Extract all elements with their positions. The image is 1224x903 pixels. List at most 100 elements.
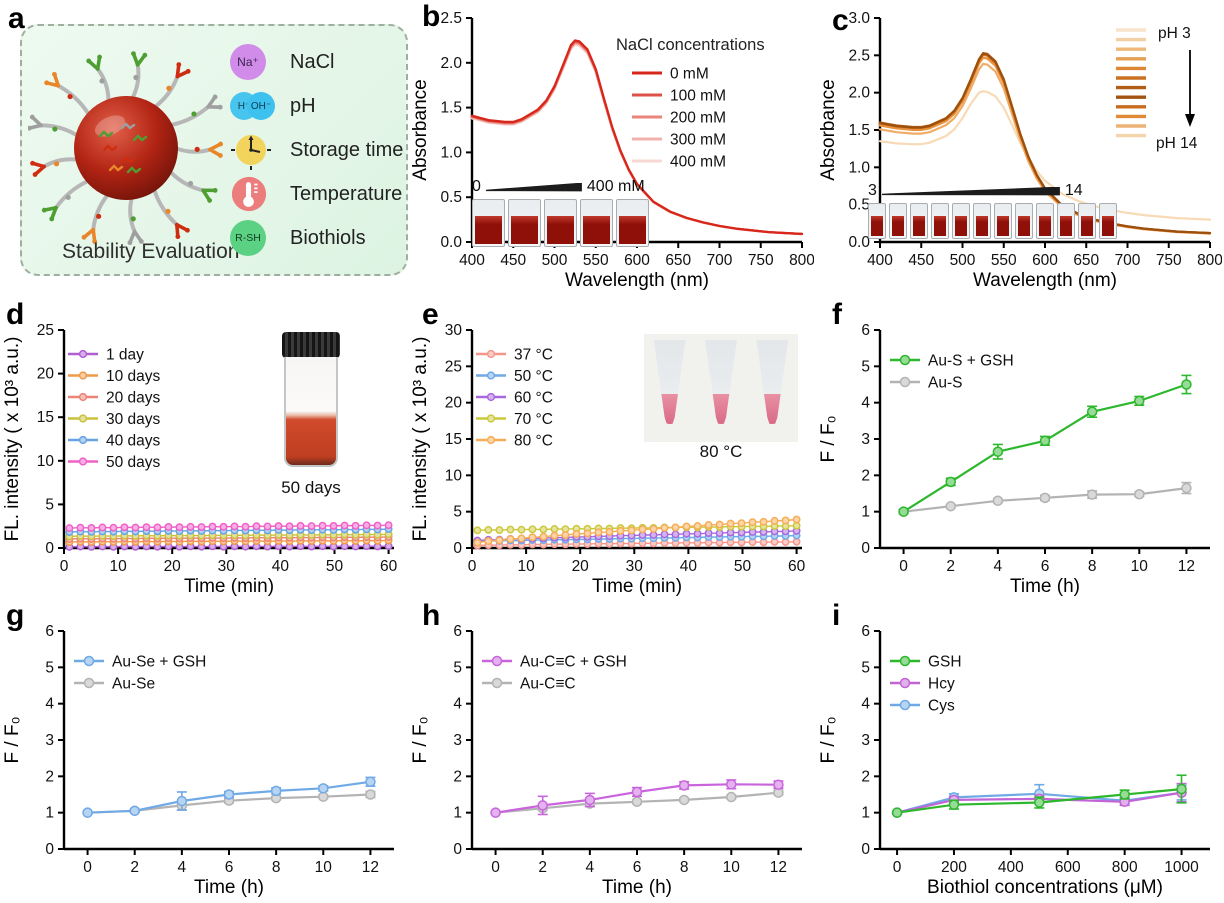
svg-text:600: 600 xyxy=(624,252,650,269)
svg-text:5: 5 xyxy=(453,659,462,676)
svg-text:50 days: 50 days xyxy=(106,454,161,471)
svg-text:300 mM: 300 mM xyxy=(670,132,726,149)
svg-text:20: 20 xyxy=(445,395,463,412)
svg-text:10: 10 xyxy=(517,558,535,575)
axes: 400 450 500 550 600 650 700 750 800 0.0 0.5 1.0 1.5 2… xyxy=(818,10,1222,291)
cuvette xyxy=(1057,203,1075,239)
condition-label: Temperature xyxy=(290,182,403,205)
cuvette-row xyxy=(472,199,672,247)
svg-text:1: 1 xyxy=(861,805,870,822)
svg-text:1: 1 xyxy=(45,805,54,822)
svg-text:5: 5 xyxy=(45,659,54,676)
svg-text:Time (h): Time (h) xyxy=(602,877,672,898)
svg-text:Time (h): Time (h) xyxy=(1010,576,1080,597)
svg-text:10: 10 xyxy=(445,467,463,484)
svg-text:80 °C: 80 °C xyxy=(514,433,553,450)
svg-text:F / F₀: F / F₀ xyxy=(410,717,431,764)
svg-text:200 mM: 200 mM xyxy=(670,110,726,127)
svg-text:3: 3 xyxy=(453,732,462,749)
series-50 days xyxy=(65,521,393,533)
svg-text:750: 750 xyxy=(1156,252,1182,269)
svg-text:Absorbance: Absorbance xyxy=(410,79,431,180)
svg-text:700: 700 xyxy=(1115,252,1141,269)
vial-caption: 50 days xyxy=(281,478,341,497)
svg-text:Biothiol concentrations (μM): Biothiol concentrations (μM) xyxy=(927,877,1163,898)
svg-text:2.0: 2.0 xyxy=(440,55,462,72)
svg-text:400: 400 xyxy=(459,252,485,269)
panel-d: d 0 10 20 30 40 50 60 0 5 10 15 20 25 Time (min) FL. i… xyxy=(0,300,408,601)
panel-e: e 0 10 20 30 40 50 60 0 5 10 15 20 25 30 Time (min) FL.… xyxy=(408,300,816,601)
svg-text:20: 20 xyxy=(572,558,590,575)
cuvette xyxy=(1036,203,1054,239)
cuvette xyxy=(1078,203,1096,239)
cuvette xyxy=(544,199,577,247)
cuvette xyxy=(910,203,928,239)
cuvette xyxy=(931,203,949,239)
svg-text:0: 0 xyxy=(45,540,54,557)
svg-text:10: 10 xyxy=(109,558,127,575)
svg-text:70 °C: 70 °C xyxy=(514,411,553,428)
svg-text:GSH: GSH xyxy=(928,654,962,671)
svg-text:6: 6 xyxy=(45,623,54,640)
svg-text:30: 30 xyxy=(626,558,644,575)
svg-text:60: 60 xyxy=(380,558,398,575)
svg-text:F / F₀: F / F₀ xyxy=(818,416,839,463)
svg-text:450: 450 xyxy=(500,252,526,269)
svg-text:FL. intensity ( x 10³ a.u.): FL. intensity ( x 10³ a.u.) xyxy=(2,337,23,542)
cuvette xyxy=(508,199,541,247)
svg-text:100 mM: 100 mM xyxy=(670,88,726,105)
svg-text:3: 3 xyxy=(861,431,870,448)
svg-text:5: 5 xyxy=(453,504,462,521)
legend: Au-Se + GSH Au-Se xyxy=(74,654,206,693)
svg-text:4: 4 xyxy=(45,696,54,713)
svg-text:2: 2 xyxy=(946,558,955,575)
series-pH neutral darkest xyxy=(878,52,1212,235)
svg-text:20: 20 xyxy=(37,366,55,383)
svg-text:2: 2 xyxy=(130,859,139,876)
svg-text:8: 8 xyxy=(272,859,281,876)
axes: 0 200 400 600 800 1000 0 1 2 3 4 5 6 Biothiol concent… xyxy=(818,623,1210,898)
svg-text:Cys: Cys xyxy=(928,698,955,715)
svg-text:650: 650 xyxy=(665,252,691,269)
svg-text:1: 1 xyxy=(453,805,462,822)
svg-text:30 days: 30 days xyxy=(106,411,161,428)
svg-text:12: 12 xyxy=(362,859,379,876)
panel-i: i 0 200 400 600 800 1000 0 1 2 3 4 5 6 Biothiol conce… xyxy=(816,601,1224,903)
legend: Au-S + GSH Au-S xyxy=(890,353,1014,392)
svg-text:Absorbance: Absorbance xyxy=(818,79,839,180)
svg-text:2: 2 xyxy=(861,768,870,785)
list-item-storage: Storage time xyxy=(230,128,403,172)
svg-text:1: 1 xyxy=(861,504,870,521)
svg-text:25: 25 xyxy=(37,322,54,339)
panel-letter-c: c xyxy=(832,4,849,37)
series-pH extreme (light) xyxy=(878,90,1212,221)
list-item-temperature: Temperature xyxy=(230,172,403,216)
svg-text:pH 3: pH 3 xyxy=(1158,25,1191,42)
svg-text:15: 15 xyxy=(445,431,462,448)
cuvette xyxy=(472,199,505,247)
microtube xyxy=(653,340,686,426)
svg-text:500: 500 xyxy=(542,252,568,269)
svg-text:1.5: 1.5 xyxy=(848,122,870,139)
svg-text:2.0: 2.0 xyxy=(848,85,870,102)
svg-text:1000: 1000 xyxy=(1164,859,1199,876)
svg-text:Au-S: Au-S xyxy=(928,375,962,392)
svg-text:0: 0 xyxy=(60,558,69,575)
concentration-gradient-label: 0 400 mM xyxy=(472,178,645,195)
cuvette-row xyxy=(868,203,1124,239)
svg-text:6: 6 xyxy=(453,623,462,640)
vial-body xyxy=(284,357,338,467)
condition-label: pH xyxy=(290,94,316,117)
svg-text:25: 25 xyxy=(445,358,462,375)
svg-text:Wavelength (nm): Wavelength (nm) xyxy=(565,270,709,291)
sodium-ion-icon: Na⁺ xyxy=(230,44,266,80)
cuvette xyxy=(1015,203,1033,239)
thermometer-icon xyxy=(231,176,267,212)
ph-gradient-label: 3 14 xyxy=(868,182,1083,199)
svg-text:4: 4 xyxy=(861,696,870,713)
svg-text:8: 8 xyxy=(680,859,689,876)
svg-text:2.5: 2.5 xyxy=(440,10,462,27)
